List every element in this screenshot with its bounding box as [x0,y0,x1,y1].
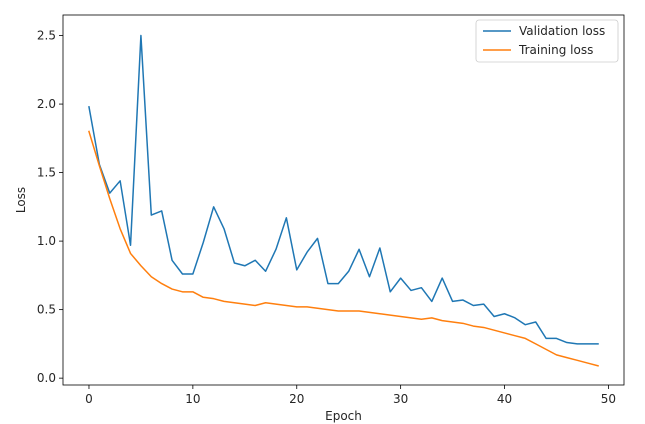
y-tick-label: 2.0 [37,97,56,111]
legend-label-training: Training loss [518,43,593,57]
y-tick-label: 1.5 [37,166,56,180]
x-tick-label: 50 [601,392,616,406]
x-tick-label: 40 [497,392,512,406]
plot-frame [62,14,625,386]
series-line-training-loss [88,130,599,367]
legend-box [475,19,619,63]
x-axis-ticks: 0 10 20 30 40 50 [85,385,616,406]
x-tick-label: 30 [393,392,408,406]
y-tick-label: 0.0 [37,371,56,385]
x-tick-label: 0 [85,392,93,406]
y-tick-label: 0.5 [37,303,56,317]
y-axis-ticks: 0.0 0.5 1.0 1.5 2.0 2.5 [37,29,63,385]
y-axis-label: Loss [14,187,28,213]
series-lines [88,34,599,367]
legend: Validation loss Training loss [475,19,619,63]
legend-label-validation: Validation loss [519,24,605,38]
y-tick-label: 2.5 [37,29,56,43]
x-tick-label: 20 [289,392,304,406]
x-tick-label: 10 [185,392,200,406]
x-axis-label: Epoch [325,409,362,423]
series-line-validation-loss [88,34,599,345]
y-tick-label: 1.0 [37,234,56,248]
